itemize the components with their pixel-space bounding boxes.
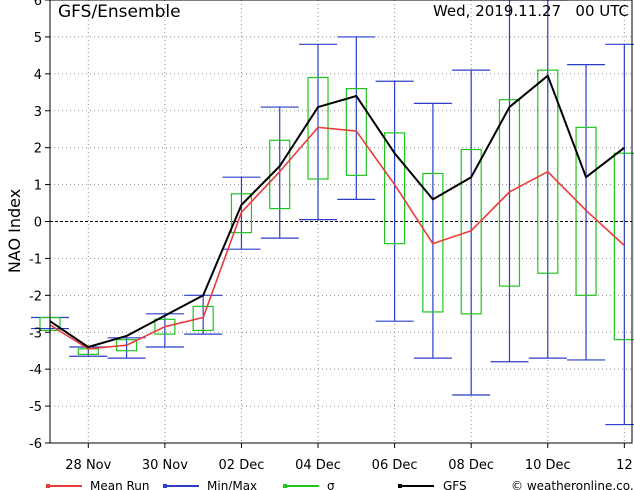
mean-run-line — [49, 126, 625, 350]
y-tick-label: -2 — [29, 289, 42, 304]
min-max-whisker — [413, 102, 452, 359]
min-max-whisker — [490, 0, 529, 363]
min-max-whisker — [184, 294, 223, 335]
legend-marker-min-max — [163, 484, 167, 488]
y-axis-label: NAO Index — [5, 189, 24, 273]
legend-marker-gfs — [398, 484, 402, 488]
sigma-box — [192, 305, 214, 332]
y-tick-label: -3 — [29, 326, 42, 341]
x-tick-labels: 28 Nov 30 Nov 02 Dec 04 Dec 06 Dec 08 Dec 10 D… — [65, 443, 633, 473]
y-tick-label: -5 — [29, 400, 42, 415]
legend-marker-mean-run — [46, 484, 50, 488]
chart-title: GFS/Ensemble — [58, 2, 181, 22]
min-max-whisker — [337, 36, 376, 200]
y-tick-label: 6 — [34, 0, 42, 9]
run-date: Wed, 2019.11.27 00 UTC — [433, 2, 629, 20]
sigma-box — [613, 152, 634, 341]
min-max-whisker — [107, 337, 146, 359]
x-tick-label: 06 Dec — [372, 458, 418, 473]
legend-item-gfs: GFS — [398, 479, 467, 490]
x-tick-label: 10 Dec — [525, 458, 571, 473]
sigma-box — [154, 318, 176, 335]
legend-label-sigma: σ — [327, 479, 335, 490]
series-lines — [49, 74, 625, 350]
min-max-whisker — [375, 80, 414, 322]
sigma-box — [115, 339, 138, 352]
y-tick-label: 5 — [34, 31, 42, 46]
sigma-boxes — [39, 69, 634, 355]
gfs-line — [49, 74, 625, 349]
min-max-whisker — [452, 69, 491, 396]
sigma-box — [345, 87, 367, 176]
y-tick-labels: -6 -5 -4 -3 -2 -1 0 1 2 3 4 5 6 — [29, 0, 50, 452]
x-tick-label: 30 Nov — [142, 458, 188, 473]
grid — [50, 0, 632, 443]
x-tick-label: 28 Nov — [65, 458, 111, 473]
sigma-box — [575, 126, 597, 296]
min-max-whisker — [528, 0, 567, 359]
sigma-box — [230, 193, 253, 234]
y-tick-label: -4 — [29, 363, 42, 378]
min-max-whiskers — [31, 0, 634, 426]
min-max-whisker — [605, 43, 634, 426]
y-tick-label: 2 — [34, 142, 42, 157]
x-tick-label: 08 Dec — [448, 458, 494, 473]
y-tick-label: 1 — [34, 179, 42, 194]
legend-item-sigma: σ — [283, 479, 335, 490]
y-tick-label: 4 — [34, 68, 42, 83]
y-tick-label: -6 — [29, 437, 42, 452]
legend-label-mean-run: Mean Run — [90, 479, 150, 490]
credit-text: © weatheronline.co.uk — [511, 479, 634, 490]
min-max-whisker — [567, 64, 606, 361]
legend: Mean Run Min/Max σ GFS © weatheronline.c… — [46, 479, 634, 490]
y-tick-label: 0 — [34, 216, 42, 231]
sigma-box — [384, 132, 406, 245]
sigma-box — [537, 69, 559, 274]
sigma-box — [498, 99, 521, 287]
sigma-box — [422, 172, 444, 313]
y-tick-label: 3 — [34, 105, 42, 120]
x-tick-label: 04 Dec — [295, 458, 341, 473]
x-tick-label: 12 — [616, 458, 633, 473]
legend-label-min-max: Min/Max — [207, 479, 257, 490]
legend-label-gfs: GFS — [443, 479, 467, 490]
min-max-whisker — [299, 43, 338, 221]
sigma-box — [269, 139, 291, 210]
legend-item-mean-run: Mean Run — [46, 479, 150, 490]
x-tick-label: 02 Dec — [219, 458, 265, 473]
sigma-box — [460, 148, 482, 315]
legend-item-min-max: Min/Max — [163, 479, 257, 490]
y-tick-label: -1 — [29, 252, 42, 267]
legend-marker-sigma — [283, 484, 287, 488]
